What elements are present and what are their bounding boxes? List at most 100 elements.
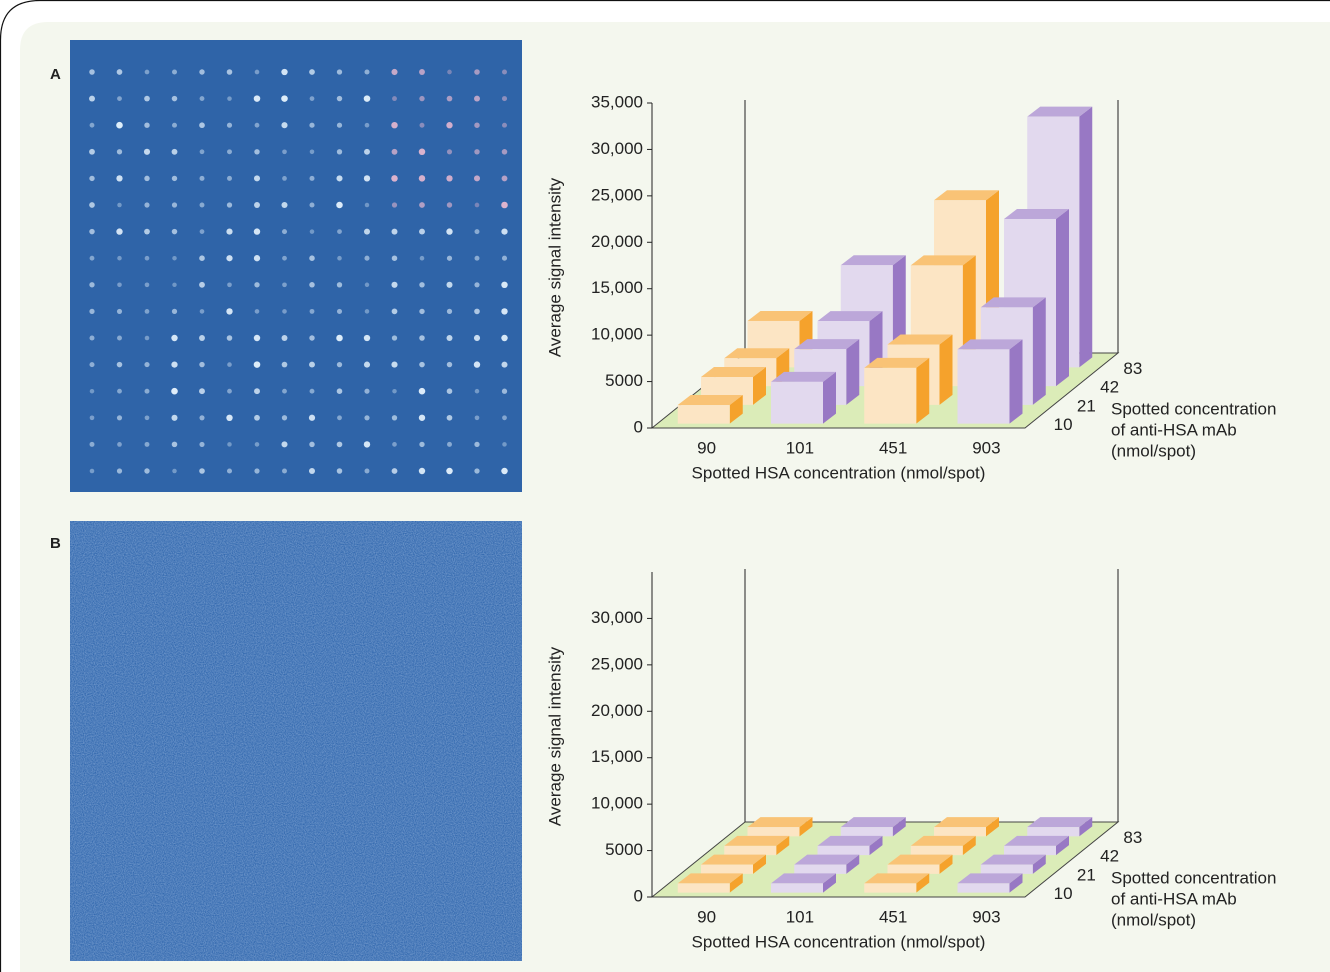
spot bbox=[364, 362, 370, 368]
spot bbox=[364, 69, 369, 74]
spot bbox=[199, 69, 204, 74]
spot bbox=[392, 96, 397, 101]
spot bbox=[281, 69, 287, 75]
x-tick-label: 90 bbox=[697, 438, 716, 457]
spot bbox=[199, 468, 205, 474]
y-tick-label: 35,000 bbox=[591, 92, 643, 111]
spot bbox=[392, 149, 398, 155]
y-tick-label: 15,000 bbox=[591, 278, 643, 297]
spot bbox=[364, 415, 369, 420]
spot bbox=[281, 95, 288, 102]
spot bbox=[447, 362, 452, 367]
spot bbox=[475, 256, 480, 261]
spot bbox=[364, 441, 370, 447]
bar bbox=[794, 865, 846, 874]
spot bbox=[474, 309, 480, 315]
spot bbox=[391, 69, 397, 75]
spot bbox=[309, 202, 314, 207]
spot bbox=[254, 388, 260, 394]
spot bbox=[501, 202, 508, 209]
spot bbox=[501, 362, 507, 368]
spot bbox=[226, 229, 232, 235]
figure: A0500010,00015,00020,00025,00030,00035,0… bbox=[0, 0, 1330, 972]
microarray-noise bbox=[70, 521, 522, 961]
bar-side bbox=[940, 335, 953, 405]
spot bbox=[255, 123, 260, 128]
x-tick-label: 451 bbox=[879, 438, 907, 457]
spot bbox=[419, 202, 425, 208]
spot bbox=[337, 123, 342, 128]
spot bbox=[227, 442, 232, 447]
spot bbox=[144, 362, 149, 367]
spot bbox=[254, 468, 259, 473]
depth-tick-label: 10 bbox=[1054, 415, 1073, 434]
bar bbox=[818, 846, 870, 855]
spot bbox=[309, 362, 315, 368]
y-tick-label: 20,000 bbox=[591, 701, 643, 720]
bar bbox=[981, 865, 1033, 874]
y-tick-label: 10,000 bbox=[591, 794, 643, 813]
spot bbox=[282, 256, 287, 261]
spot bbox=[254, 335, 260, 341]
spot bbox=[90, 256, 95, 261]
spot bbox=[392, 202, 397, 207]
spot bbox=[282, 469, 287, 474]
spot bbox=[227, 69, 233, 75]
spot bbox=[254, 282, 259, 287]
spot bbox=[447, 335, 453, 341]
y-tick-label: 5000 bbox=[605, 371, 643, 390]
spot bbox=[227, 282, 232, 287]
spot bbox=[392, 309, 398, 315]
spot bbox=[392, 389, 397, 394]
x-tick-label: 451 bbox=[879, 907, 907, 926]
spot bbox=[281, 122, 287, 128]
spot bbox=[117, 336, 122, 341]
spot bbox=[172, 176, 177, 181]
spot bbox=[447, 415, 453, 421]
spot bbox=[365, 283, 369, 287]
depth-tick-label: 42 bbox=[1100, 847, 1119, 866]
spot bbox=[199, 122, 205, 128]
spot bbox=[227, 123, 232, 128]
spot bbox=[282, 149, 287, 154]
spot bbox=[255, 70, 260, 75]
spot bbox=[226, 308, 232, 314]
bar-side bbox=[916, 358, 929, 424]
bar bbox=[771, 382, 823, 424]
bar bbox=[1004, 846, 1056, 855]
spot bbox=[171, 335, 177, 341]
spot bbox=[419, 442, 424, 447]
spot bbox=[502, 149, 508, 155]
spot bbox=[199, 282, 205, 288]
y-axis-label: Average signal intensity bbox=[545, 646, 564, 826]
bar bbox=[724, 846, 776, 855]
spot bbox=[145, 389, 150, 394]
spot bbox=[200, 203, 205, 208]
spot bbox=[255, 442, 260, 447]
spot bbox=[145, 256, 150, 261]
spot bbox=[254, 175, 260, 181]
spot bbox=[474, 361, 480, 367]
spot bbox=[446, 282, 452, 288]
depth-tick-label: 83 bbox=[1123, 828, 1142, 847]
spot bbox=[446, 468, 453, 475]
bar bbox=[934, 827, 986, 836]
spot bbox=[336, 335, 343, 342]
spot bbox=[364, 335, 370, 341]
spot bbox=[117, 282, 122, 287]
spot bbox=[199, 176, 204, 181]
depth-axis-label: Spotted concentration bbox=[1111, 868, 1276, 887]
spot bbox=[392, 229, 398, 235]
spot bbox=[145, 415, 150, 420]
spot bbox=[419, 309, 424, 314]
spot bbox=[365, 203, 369, 207]
spot bbox=[502, 415, 507, 420]
spot bbox=[281, 441, 287, 447]
bar bbox=[678, 883, 730, 892]
spot bbox=[90, 123, 95, 128]
spot bbox=[391, 122, 397, 128]
spot bbox=[144, 176, 149, 181]
spot bbox=[282, 335, 288, 341]
panel-label: A bbox=[50, 66, 61, 83]
bar bbox=[958, 883, 1010, 892]
